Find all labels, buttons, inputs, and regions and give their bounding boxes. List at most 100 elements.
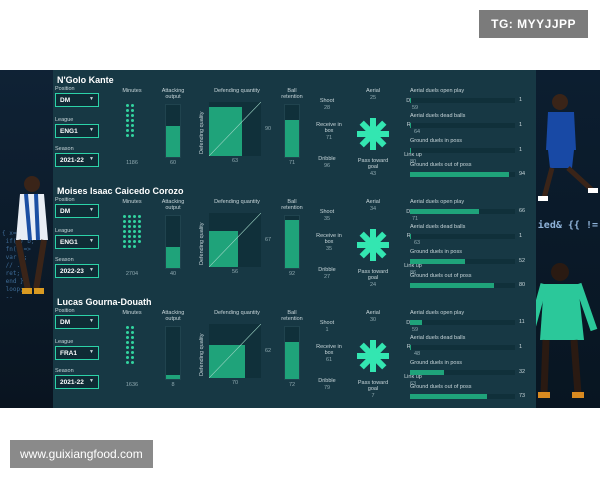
pass-toward-goal-value: 24: [369, 282, 377, 288]
minutes-dot: [138, 225, 141, 228]
season-select[interactable]: 2021-22 ▼: [55, 153, 99, 167]
season-select[interactable]: 2021-22 ▼: [55, 375, 99, 389]
link-up-label: Link up: [404, 152, 422, 158]
ball-retention-bar: [284, 215, 300, 269]
ground-duels-out-poss-value: 80: [519, 282, 526, 288]
link-up-label: Link up: [404, 374, 422, 380]
shoot-label: Shoot: [319, 209, 335, 215]
aerial-duels-dead-track: [410, 345, 515, 350]
attacking-output-fill: [166, 247, 180, 268]
ground-duels-out-poss-fill: [410, 283, 494, 288]
minutes-dots: [123, 104, 143, 159]
minutes-dots: [123, 215, 143, 270]
league-label: League: [55, 339, 74, 345]
minutes-dot: [126, 356, 129, 359]
minutes-value: 2704: [125, 271, 139, 277]
minutes-dot: [131, 134, 134, 137]
aerial-duels-dead-fill: [410, 345, 412, 350]
defending-quality-label: Defending quality: [199, 333, 205, 376]
position-select[interactable]: DM ▼: [55, 93, 99, 107]
player-name: N'Golo Kante: [57, 75, 114, 85]
minutes-dot: [133, 230, 136, 233]
minutes-dot: [123, 220, 126, 223]
aerial-label: Aerial: [365, 88, 381, 94]
chevron-down-icon: ▼: [89, 318, 94, 324]
aerial-duels-dead-value: 1: [519, 233, 523, 239]
defending-quantity-value: 70: [231, 380, 239, 386]
dribble-value: 79: [323, 385, 331, 391]
position-label: Position: [55, 197, 75, 203]
player-name: Lucas Gourna-Douath: [57, 297, 152, 307]
league-select[interactable]: ENG1 ▼: [55, 235, 99, 249]
league-select[interactable]: FRA1 ▼: [55, 346, 99, 360]
defending-quantity-fill: [209, 107, 242, 156]
defending-square: [209, 102, 261, 156]
league-select[interactable]: ENG1 ▼: [55, 124, 99, 138]
position-select[interactable]: DM ▼: [55, 315, 99, 329]
minutes-dot: [123, 245, 126, 248]
diagonal-reference-line: [209, 213, 261, 267]
minutes-dot: [126, 361, 129, 364]
radial-center: [367, 128, 379, 140]
dribble-label: Dribble: [318, 267, 336, 273]
ground-duels-in-poss-label: Ground duels in poss: [410, 360, 462, 366]
minutes-value: 1636: [125, 382, 139, 388]
receive-in-box-label: Receive in box: [316, 122, 342, 134]
attacking-output-fill: [166, 374, 180, 379]
ball-retention-bar: [284, 104, 300, 158]
receive-in-box-value: 61: [325, 357, 333, 363]
chevron-down-icon: ▼: [89, 349, 94, 355]
ground-duels-out-poss-track: [410, 394, 515, 399]
ground-duels-out-poss-fill: [410, 394, 487, 399]
aerial-duels-dead-label: Aerial duels dead balls: [410, 335, 466, 341]
dribble-label: Dribble: [318, 378, 336, 384]
minutes-dot: [128, 240, 131, 243]
minutes-dot: [123, 225, 126, 228]
disrupt-value: 71: [411, 216, 419, 222]
defending-quantity-label: Defending quantity: [214, 88, 260, 94]
player-figure-right-top: [538, 94, 598, 201]
dribble-label: Dribble: [318, 156, 336, 162]
player-figure-left: [15, 176, 48, 294]
ground-duels-out-poss-track: [410, 172, 515, 177]
player-comparison-panel: N'Golo Kante Position DM ▼ League ENG1 ▼ Season…: [53, 70, 536, 408]
minutes-dot: [126, 351, 129, 354]
minutes-dot: [131, 351, 134, 354]
minutes-dot: [126, 109, 129, 112]
minutes-dot: [131, 114, 134, 117]
minutes-dot: [128, 220, 131, 223]
ground-duels-out-poss-label: Ground duels out of poss: [410, 384, 472, 390]
ground-duels-out-poss-value: 94: [519, 171, 526, 177]
position-select[interactable]: DM ▼: [55, 204, 99, 218]
aerial-duels-open-track: [410, 320, 515, 325]
ground-duels-out-poss-label: Ground duels out of poss: [410, 273, 472, 279]
minutes-dot: [128, 235, 131, 238]
minutes-value: 1186: [126, 160, 138, 166]
ground-duels-in-poss-fill: [410, 259, 465, 264]
ball-retention-bar: [284, 326, 300, 380]
season-select[interactable]: 2022-23 ▼: [55, 264, 99, 278]
ground-duels-in-poss-label: Ground duels in poss: [410, 249, 462, 255]
style-radial-chart: [357, 229, 389, 261]
ball-retention-label: Ball retention: [281, 88, 303, 100]
defending-quantity-value: 56: [231, 269, 239, 275]
ground-duels-in-poss-value: 52: [519, 258, 526, 264]
defending-quantity-value: 63: [231, 158, 239, 164]
recover-value: 63: [413, 240, 421, 246]
defending-quantity-label: Defending quantity: [214, 310, 260, 316]
league-select-value: ENG1: [60, 239, 78, 246]
minutes-dot: [131, 129, 134, 132]
defending-square: [209, 324, 261, 378]
player-figure-right-bottom: [528, 263, 598, 398]
minutes-dot: [138, 240, 141, 243]
code-decoration-right: ied& {{ !=: [537, 220, 598, 231]
minutes-dot: [131, 346, 134, 349]
minutes-dot: [131, 331, 134, 334]
player-row: N'Golo Kante Position DM ▼ League ENG1 ▼ Season…: [53, 72, 536, 184]
shoot-value: 35: [323, 216, 331, 222]
minutes-dot: [138, 235, 141, 238]
pass-toward-goal-value: 43: [369, 171, 377, 177]
minutes-dot: [128, 225, 131, 228]
minutes-dot: [133, 235, 136, 238]
aerial-duels-open-track: [410, 98, 515, 103]
